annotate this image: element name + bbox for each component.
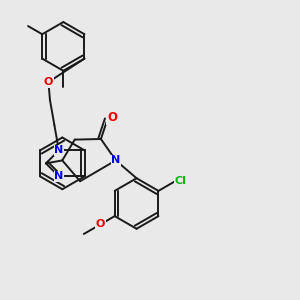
Text: O: O xyxy=(107,111,117,124)
Text: N: N xyxy=(111,155,120,165)
Text: O: O xyxy=(44,77,53,87)
Text: Cl: Cl xyxy=(175,176,187,186)
Text: N: N xyxy=(54,171,64,181)
Text: N: N xyxy=(54,146,64,155)
Text: O: O xyxy=(96,219,105,229)
